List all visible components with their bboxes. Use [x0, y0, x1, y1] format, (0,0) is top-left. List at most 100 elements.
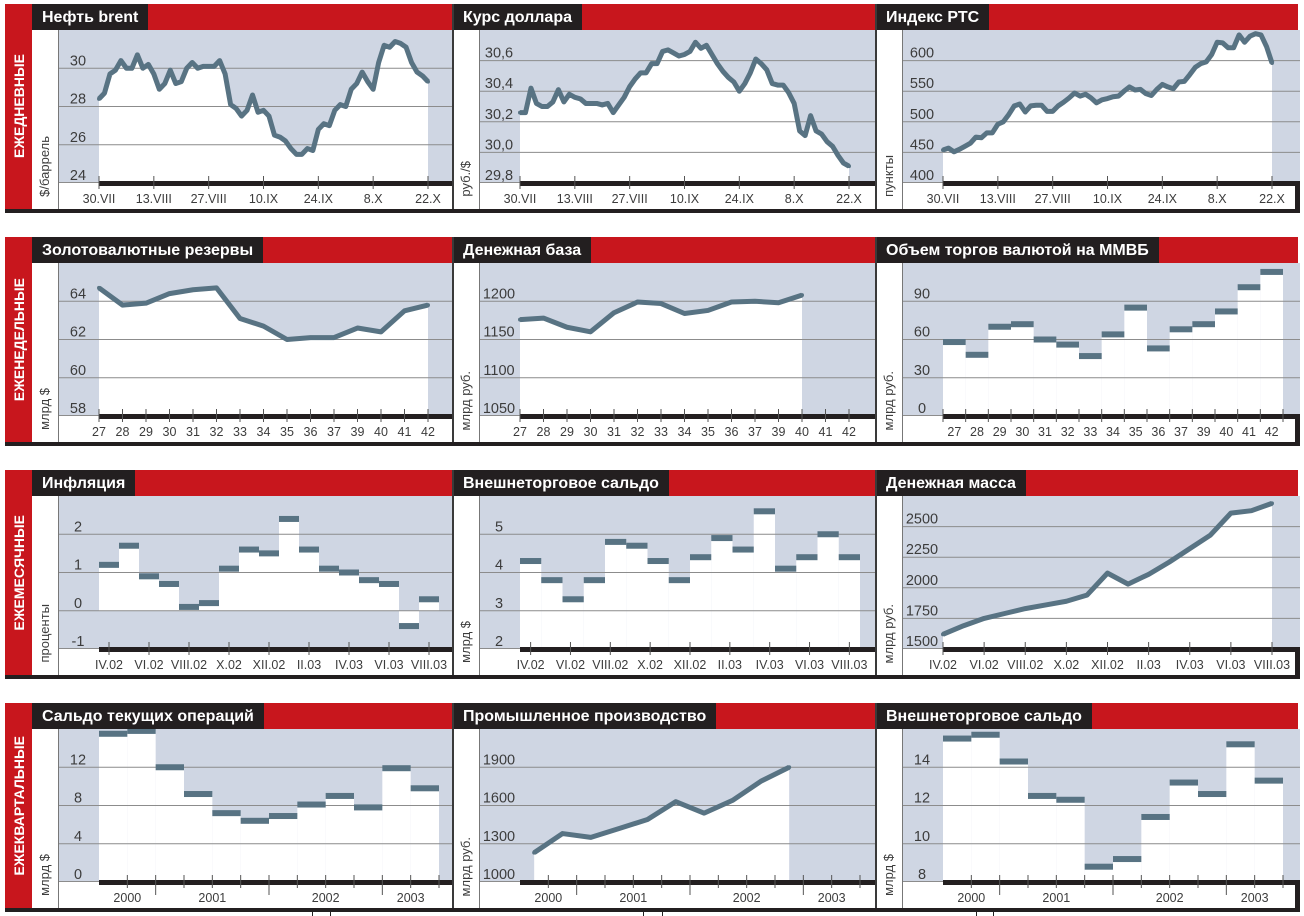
bar	[382, 765, 411, 772]
data-point	[343, 104, 348, 109]
x-tick-label: VI.02	[556, 658, 585, 672]
period-strip: ЕЖЕНЕДЕЛЬНЫЕ	[5, 237, 32, 442]
data-point	[332, 335, 336, 340]
data-point	[217, 58, 222, 63]
y-tick-label: 1000	[483, 867, 515, 883]
data-point	[836, 153, 841, 158]
x-tick-label: VI.03	[374, 658, 403, 672]
chart-title: Нефть brent	[32, 4, 149, 30]
data-point	[1249, 508, 1254, 513]
data-point	[534, 101, 539, 106]
data-point	[338, 102, 343, 107]
bar	[1101, 331, 1125, 338]
bar-fill	[379, 583, 399, 611]
panel-divider	[875, 237, 877, 442]
x-tick-label: 27.VIII	[612, 192, 648, 206]
chart-panel-inflation: Инфляция проценты 2 1 0 -1 IV.02 VI.02 VIII.02…	[32, 470, 453, 675]
period-strip: ЕЖЕКВАРТАЛЬНЫЕ	[5, 703, 32, 908]
data-point	[737, 89, 742, 94]
data-point	[1143, 91, 1148, 96]
page-edge-mark	[330, 912, 331, 916]
bar	[279, 515, 299, 522]
chart-title: Курс доллара	[453, 4, 582, 30]
bar-fill	[817, 534, 839, 649]
title-bar: Сальдо текущих операций	[32, 703, 453, 729]
x-tick-label: 8.X	[364, 192, 383, 206]
bar	[410, 785, 439, 792]
data-point	[561, 99, 566, 104]
bar-fill	[1215, 311, 1238, 416]
data-point	[135, 52, 140, 57]
x-tick-label: 2003	[818, 891, 846, 905]
bar-fill	[690, 557, 712, 649]
chart-plot: 12 8 4 0 2000 2001 2002 2003	[59, 729, 453, 905]
y-tick-label: 62	[70, 325, 86, 341]
data-point	[1248, 34, 1253, 39]
data-point	[594, 101, 599, 106]
area-fill	[943, 33, 1272, 184]
x-axis-line	[943, 880, 1300, 885]
chart-panel-micex-volume: Объем торгов валютой на ММВБ млрд руб. 9…	[875, 237, 1300, 442]
data-point	[360, 70, 365, 75]
data-point	[1253, 31, 1258, 36]
data-point	[961, 623, 966, 628]
data-point	[1193, 65, 1198, 70]
bar	[1169, 326, 1193, 333]
x-tick-label: 36	[1151, 425, 1165, 439]
x-axis-line	[943, 647, 1300, 652]
data-point	[541, 316, 546, 321]
y-axis-unit-column: млрд руб.	[453, 729, 480, 908]
y-axis-unit-column: млрд руб.	[876, 263, 903, 442]
bar	[562, 596, 584, 603]
x-tick-label: 40	[374, 425, 388, 439]
data-point	[1064, 599, 1069, 604]
x-tick-label: 37	[748, 425, 762, 439]
title-bar: Объем торгов валютой на ММВБ	[876, 237, 1298, 263]
data-point	[376, 60, 381, 65]
y-axis-unit-column: руб./$	[453, 30, 480, 209]
x-tick-label: 41	[819, 425, 833, 439]
data-point	[973, 135, 978, 140]
data-point	[234, 106, 239, 111]
data-point	[742, 81, 747, 86]
data-point	[409, 60, 414, 65]
data-point	[173, 81, 178, 86]
data-point	[398, 41, 403, 46]
data-point	[1089, 95, 1094, 100]
bar-fill	[1084, 866, 1113, 882]
panel-divider	[875, 4, 877, 209]
data-point	[1270, 61, 1274, 66]
x-tick-label: 34	[1106, 425, 1120, 439]
bar-fill	[319, 568, 339, 611]
x-tick-label: VI.02	[134, 658, 163, 672]
x-tick-label: 27	[513, 425, 527, 439]
data-point	[572, 95, 577, 100]
x-axis-line	[99, 880, 453, 885]
data-point	[731, 80, 736, 85]
data-point	[168, 68, 173, 73]
x-tick-label: 2001	[619, 891, 647, 905]
x-tick-label: IV.02	[95, 658, 123, 672]
bar	[775, 565, 797, 572]
bar-fill	[279, 518, 299, 611]
data-point	[256, 110, 261, 115]
data-point	[214, 285, 219, 290]
x-axis-line	[99, 181, 453, 186]
y-tick-label: 8	[74, 791, 82, 807]
bar	[1226, 741, 1255, 748]
data-point	[144, 301, 148, 306]
bar	[199, 600, 219, 607]
bar-fill	[1113, 859, 1142, 882]
data-point	[1002, 611, 1007, 616]
bar	[325, 792, 354, 799]
data-point	[635, 300, 640, 305]
x-tick-label: 28	[116, 425, 130, 439]
y-axis-unit-column: млрд $	[876, 729, 903, 908]
bar	[339, 569, 359, 576]
chart-plot: 30,6 30,4 30,2 30,0 29,8 30.VII 13.VIII 27.VIII…	[480, 30, 876, 206]
x-tick-label: X.02	[637, 658, 663, 672]
chart-title: Промышленное производство	[453, 703, 717, 729]
data-point	[1105, 96, 1110, 101]
bar	[647, 558, 669, 565]
title-bar: Индекс РТС	[876, 4, 1298, 30]
